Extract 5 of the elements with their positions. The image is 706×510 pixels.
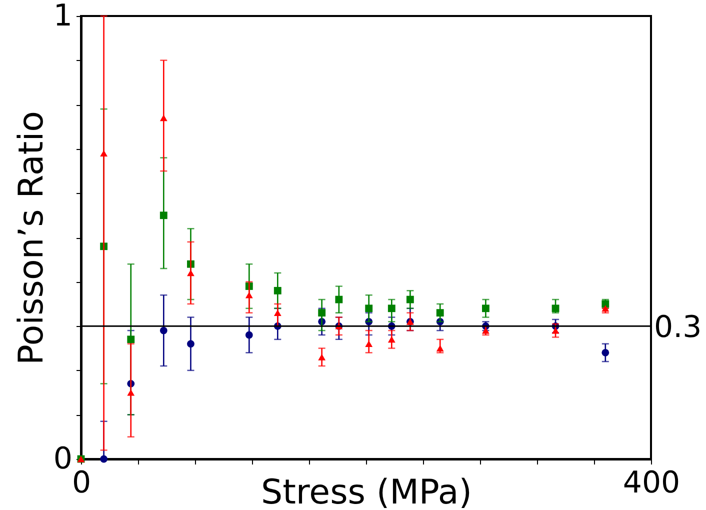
ref-line-label: 0.3 <box>654 310 702 346</box>
x-tick-label: 400 <box>622 466 680 500</box>
y-tick-label: 1 <box>53 0 72 34</box>
y-axis-title: Poisson’s Ratio <box>11 111 52 365</box>
x-axis-title: Stress (MPa) <box>261 472 472 510</box>
